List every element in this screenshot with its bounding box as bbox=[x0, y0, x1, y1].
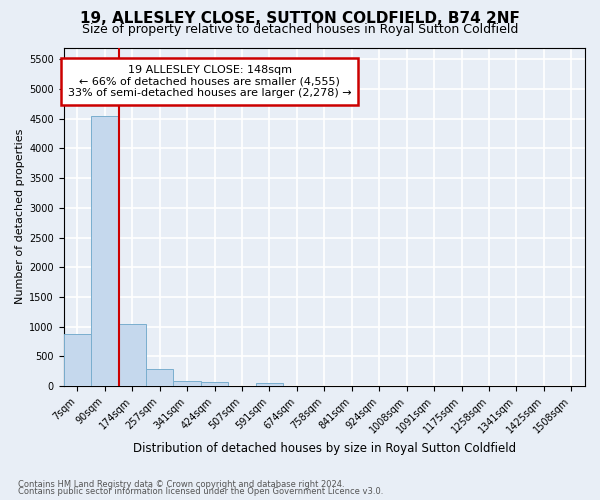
Bar bbox=[173, 382, 201, 386]
Bar bbox=[146, 370, 173, 386]
Bar bbox=[91, 116, 119, 386]
Text: 19, ALLESLEY CLOSE, SUTTON COLDFIELD, B74 2NF: 19, ALLESLEY CLOSE, SUTTON COLDFIELD, B7… bbox=[80, 11, 520, 26]
Bar bbox=[119, 324, 146, 386]
X-axis label: Distribution of detached houses by size in Royal Sutton Coldfield: Distribution of detached houses by size … bbox=[133, 442, 516, 455]
Y-axis label: Number of detached properties: Number of detached properties bbox=[15, 129, 25, 304]
Text: 19 ALLESLEY CLOSE: 148sqm
← 66% of detached houses are smaller (4,555)
33% of se: 19 ALLESLEY CLOSE: 148sqm ← 66% of detac… bbox=[68, 65, 352, 98]
Text: Contains public sector information licensed under the Open Government Licence v3: Contains public sector information licen… bbox=[18, 488, 383, 496]
Bar bbox=[64, 334, 91, 386]
Text: Size of property relative to detached houses in Royal Sutton Coldfield: Size of property relative to detached ho… bbox=[82, 24, 518, 36]
Bar bbox=[256, 383, 283, 386]
Text: Contains HM Land Registry data © Crown copyright and database right 2024.: Contains HM Land Registry data © Crown c… bbox=[18, 480, 344, 489]
Bar bbox=[201, 382, 228, 386]
